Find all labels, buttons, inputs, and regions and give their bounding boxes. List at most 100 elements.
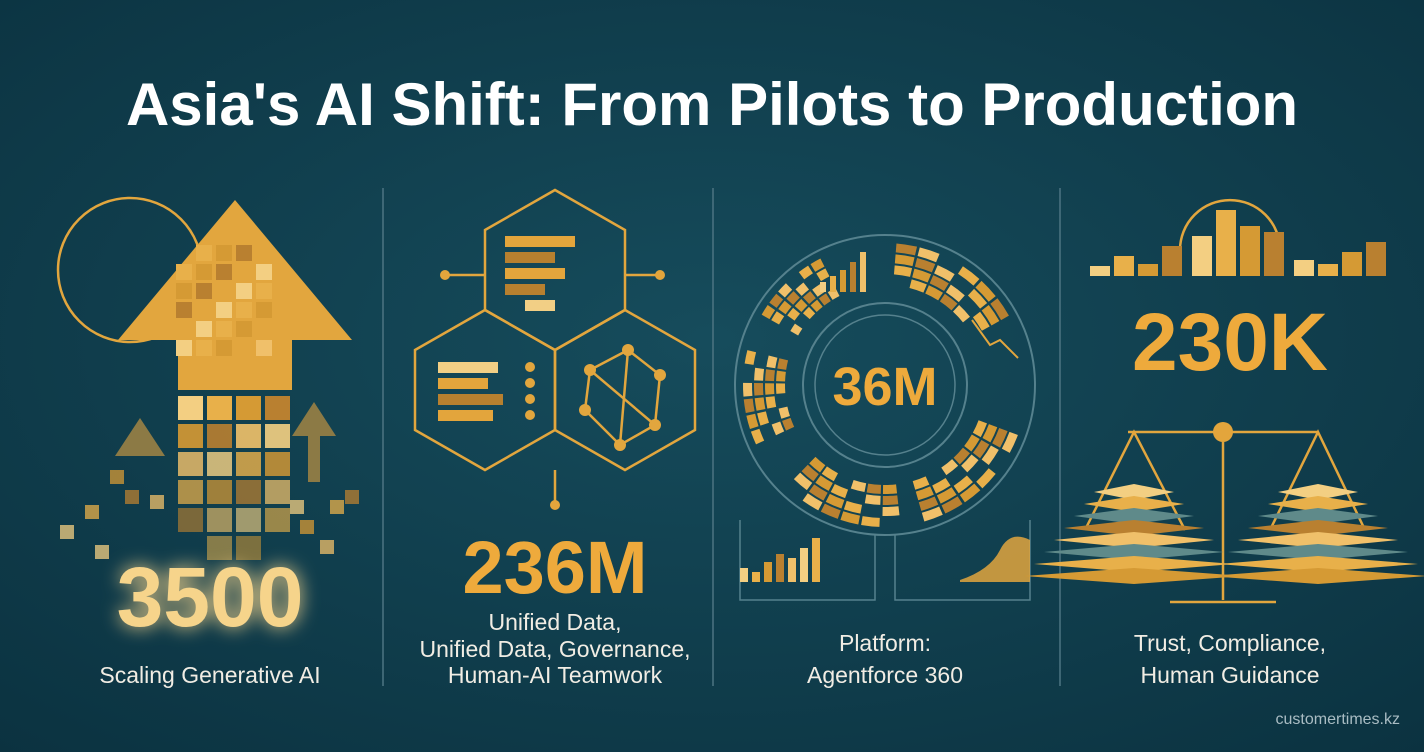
decoration	[1054, 532, 1214, 548]
stat-value: 236M	[462, 526, 647, 609]
decoration	[1162, 246, 1182, 276]
decoration	[256, 302, 272, 318]
decoration	[953, 475, 973, 494]
decoration	[990, 298, 1009, 321]
decoration	[750, 428, 765, 445]
decoration	[1248, 520, 1388, 536]
decoration	[1216, 210, 1236, 276]
decoration	[810, 258, 825, 272]
decoration	[236, 452, 261, 476]
decoration	[290, 500, 304, 514]
decoration	[778, 283, 793, 298]
growth-arrow-illustration	[56, 196, 359, 560]
decoration	[802, 493, 823, 511]
decoration	[810, 299, 823, 312]
decoration	[330, 500, 344, 514]
decoration	[1114, 256, 1134, 276]
decoration	[786, 291, 800, 305]
decoration	[921, 506, 943, 522]
decoration	[912, 476, 930, 490]
decoration	[843, 500, 863, 514]
decoration	[866, 483, 882, 494]
decoration	[918, 496, 939, 511]
decoration	[860, 252, 866, 292]
ring-illustration	[734, 234, 1036, 601]
decoration	[766, 355, 778, 369]
decoration	[196, 264, 212, 280]
decoration	[196, 340, 212, 356]
caption: Agentforce 360	[807, 662, 963, 688]
decoration	[236, 508, 261, 532]
decoration	[825, 493, 845, 509]
caption: Unified Data,	[489, 609, 622, 635]
decoration	[812, 538, 820, 582]
decoration	[1238, 532, 1398, 548]
decoration	[265, 424, 290, 448]
decoration	[1294, 260, 1314, 276]
decoration	[961, 454, 979, 473]
decoration	[802, 306, 816, 320]
decoration	[196, 245, 212, 261]
decoration	[265, 480, 290, 504]
decoration	[256, 264, 272, 280]
decoration	[941, 496, 963, 514]
decoration	[788, 558, 796, 582]
decoration	[967, 288, 988, 309]
decoration	[178, 396, 203, 420]
decoration	[1268, 496, 1368, 512]
decoration	[820, 282, 826, 292]
decoration	[915, 486, 934, 501]
decoration	[794, 299, 808, 312]
decoration	[236, 302, 252, 318]
decoration	[975, 280, 996, 302]
decoration	[1064, 520, 1204, 536]
decoration	[1094, 484, 1174, 500]
decoration	[771, 421, 785, 436]
decoration	[207, 396, 232, 420]
decoration	[1090, 266, 1110, 276]
decoration	[893, 265, 913, 277]
decoration	[895, 243, 918, 256]
caption: Unified Data, Governance,	[419, 636, 690, 662]
decoration	[972, 439, 990, 459]
decoration	[1024, 568, 1244, 584]
decoration	[912, 268, 932, 283]
decoration	[216, 321, 232, 337]
decoration	[1228, 544, 1408, 560]
decoration	[981, 305, 1000, 326]
decoration	[778, 300, 792, 315]
decoration	[793, 472, 813, 491]
decoration	[110, 470, 124, 484]
footer-source: customertimes.kz	[1276, 711, 1400, 728]
decoration	[818, 293, 831, 306]
decoration	[850, 479, 867, 493]
decoration	[917, 247, 940, 263]
decoration	[941, 459, 959, 476]
decoration	[150, 495, 164, 509]
decoration	[769, 293, 784, 308]
decoration	[207, 536, 232, 560]
decoration	[800, 548, 808, 582]
caption: Human Guidance	[1141, 662, 1320, 688]
decoration	[925, 285, 943, 301]
decoration	[60, 525, 74, 539]
decoration	[216, 245, 232, 261]
decoration	[976, 468, 996, 489]
decoration	[757, 411, 770, 426]
decoration	[1208, 568, 1424, 584]
decoration	[176, 340, 192, 356]
decoration	[754, 397, 766, 411]
decoration	[914, 257, 936, 273]
decoration	[801, 464, 819, 482]
decoration	[816, 268, 830, 282]
decoration	[743, 382, 753, 397]
decoration	[300, 520, 314, 534]
decoration	[1366, 242, 1386, 276]
decoration	[1138, 264, 1158, 276]
decoration	[840, 270, 846, 292]
decoration	[820, 503, 841, 519]
decoration	[909, 279, 927, 293]
decoration	[765, 396, 777, 409]
